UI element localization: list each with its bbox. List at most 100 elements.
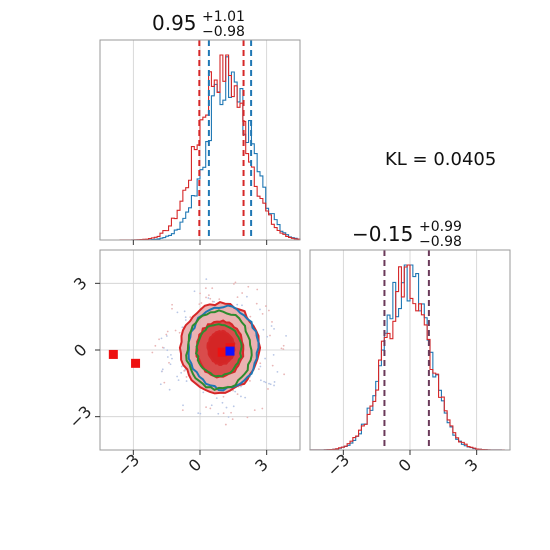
p2-scatter-point-20 xyxy=(241,292,244,294)
p2-scatter-point-108 xyxy=(154,344,157,347)
p2-scatter-point-41 xyxy=(160,337,163,340)
p3-title-plus: +0.99 xyxy=(419,219,462,235)
p2-scatter-point-29 xyxy=(232,405,235,408)
p3-title: −0.15 xyxy=(352,222,413,246)
p2-scatter-point-111 xyxy=(184,319,187,321)
p2-scatter-point-18 xyxy=(222,395,225,398)
p2-scatter-point-78 xyxy=(207,294,210,297)
p1-title: 0.95 xyxy=(152,11,197,35)
p2-scatter-point-52 xyxy=(158,338,160,341)
p2-scatter-point-79 xyxy=(240,395,242,398)
p2-scatter xyxy=(151,278,287,426)
p1-title-main: 0.95 xyxy=(152,11,197,35)
kl-annotation: KL = 0.0405 xyxy=(385,149,496,170)
p2-scatter-point-5 xyxy=(193,290,196,293)
p2-scatter-point-114 xyxy=(259,362,262,365)
p2-scatter-point-26 xyxy=(256,288,259,291)
p2-scatter-point-0 xyxy=(246,416,249,419)
p2-scatter-point-138 xyxy=(261,312,264,315)
p2-scatter-point-62 xyxy=(236,296,239,299)
p1-ticks xyxy=(132,240,268,245)
p1-title-plus: +1.01 xyxy=(202,9,245,25)
p2-scatter-point-156 xyxy=(161,346,164,349)
p2-scatter-point-55 xyxy=(160,370,163,373)
p2-scatter-point-137 xyxy=(159,383,162,386)
p2-ticks-xtick-label-1: 0 xyxy=(185,455,206,476)
p2-scatter-point-24 xyxy=(231,418,234,420)
p2-scatter-point-57 xyxy=(210,404,213,407)
p2-scatter-point-21 xyxy=(259,365,262,368)
p2-scatter-point-56 xyxy=(264,305,267,307)
p2-scatter-point-102 xyxy=(198,303,201,305)
p2-scatter-point-70 xyxy=(249,315,252,318)
p3-ticks-xtick-label-1: 0 xyxy=(395,455,416,476)
p2-scatter-point-118 xyxy=(280,347,283,350)
p2-scatter-point-25 xyxy=(183,310,186,313)
p2-scatter-point-69 xyxy=(264,381,267,384)
p2-scatter-point-46 xyxy=(205,296,207,299)
p2-scatter-point-74 xyxy=(163,381,166,384)
p2-scatter-point-131 xyxy=(170,354,172,356)
p2-scatter-point-49 xyxy=(244,396,247,399)
p2-scatter-point-112 xyxy=(282,344,285,347)
p3-ticks-xtick-label-0: −3 xyxy=(323,450,353,480)
p2-scatter-point-158 xyxy=(282,348,285,351)
p2-scatter-point-146 xyxy=(267,309,270,312)
p2-scatter-point-72 xyxy=(185,376,188,378)
p2-scatter-point-30 xyxy=(224,423,227,426)
panel-top-left: 0.95 +1.01 −0.98 xyxy=(99,9,301,245)
p3-histograms xyxy=(309,264,511,451)
p2-scatter-point-1 xyxy=(225,406,228,409)
p2-scatter-point-93 xyxy=(241,304,243,307)
p3-title-minus: −0.98 xyxy=(419,234,462,250)
p2-scatter-point-19 xyxy=(285,335,287,337)
p2-contour-2 xyxy=(185,309,253,392)
p3-title-main: −0.15 xyxy=(352,222,413,246)
p2-ticks-xtick-label-2: 3 xyxy=(251,455,272,476)
p2-scatter-point-82 xyxy=(236,393,239,395)
p2-scatter-point-88 xyxy=(174,329,177,332)
p2-scatter-point-16 xyxy=(247,285,250,288)
p2-scatter-point-27 xyxy=(185,380,188,382)
p2-scatter-point-54 xyxy=(181,409,184,412)
p2-scatter-point-127 xyxy=(177,379,180,382)
p2-scatter-point-23 xyxy=(262,328,265,331)
p2-scatter-point-124 xyxy=(271,321,273,323)
p2-scatter-point-123 xyxy=(269,383,272,386)
p2-scatter-point-15 xyxy=(259,379,262,382)
p2-scatter-point-140 xyxy=(222,412,225,415)
p2-ticks-xtick-label-0: −3 xyxy=(113,450,143,480)
p2-scatter-point-147 xyxy=(240,385,242,388)
p2-scatter-point-39 xyxy=(166,349,169,352)
p3-hist-series-1 xyxy=(309,264,511,451)
p2-scatter-point-133 xyxy=(213,300,215,303)
p2-scatter-point-83 xyxy=(202,391,205,394)
p2-scatter-point-92 xyxy=(205,406,207,409)
p2-scatter-point-151 xyxy=(181,326,184,329)
p2-scatter-point-155 xyxy=(169,363,172,366)
p2-scatter-point-142 xyxy=(171,303,173,306)
p2-scatter-point-154 xyxy=(261,407,264,410)
p2-markers xyxy=(108,343,235,368)
p2-scatter-point-145 xyxy=(166,356,169,358)
p2-scatter-point-66 xyxy=(234,281,237,284)
p2-contour-1 xyxy=(187,304,260,392)
p2-scatter-point-87 xyxy=(180,371,183,374)
p2-marker-1 xyxy=(131,358,141,368)
p2-scatter-point-59 xyxy=(161,368,164,371)
p2-scatter-point-17 xyxy=(236,303,239,306)
p2-scatter-point-107 xyxy=(259,308,261,311)
p2-scatter-point-149 xyxy=(273,381,276,383)
p2-scatter-point-150 xyxy=(204,287,207,290)
p2-scatter-point-38 xyxy=(200,302,203,304)
p2-scatter-point-113 xyxy=(227,416,230,418)
p2-scatter-point-8 xyxy=(255,302,258,305)
p2-scatter-point-13 xyxy=(221,401,224,404)
p2-scatter-point-134 xyxy=(211,287,214,290)
p2-scatter-point-58 xyxy=(171,307,173,310)
p2-ticks-ytick-label-1: 0 xyxy=(70,340,91,361)
p2-scatter-point-73 xyxy=(234,390,237,393)
p2-scatter-point-159 xyxy=(273,384,275,387)
p2-scatter-point-28 xyxy=(168,361,170,364)
p2-scatter-point-80 xyxy=(233,283,235,285)
